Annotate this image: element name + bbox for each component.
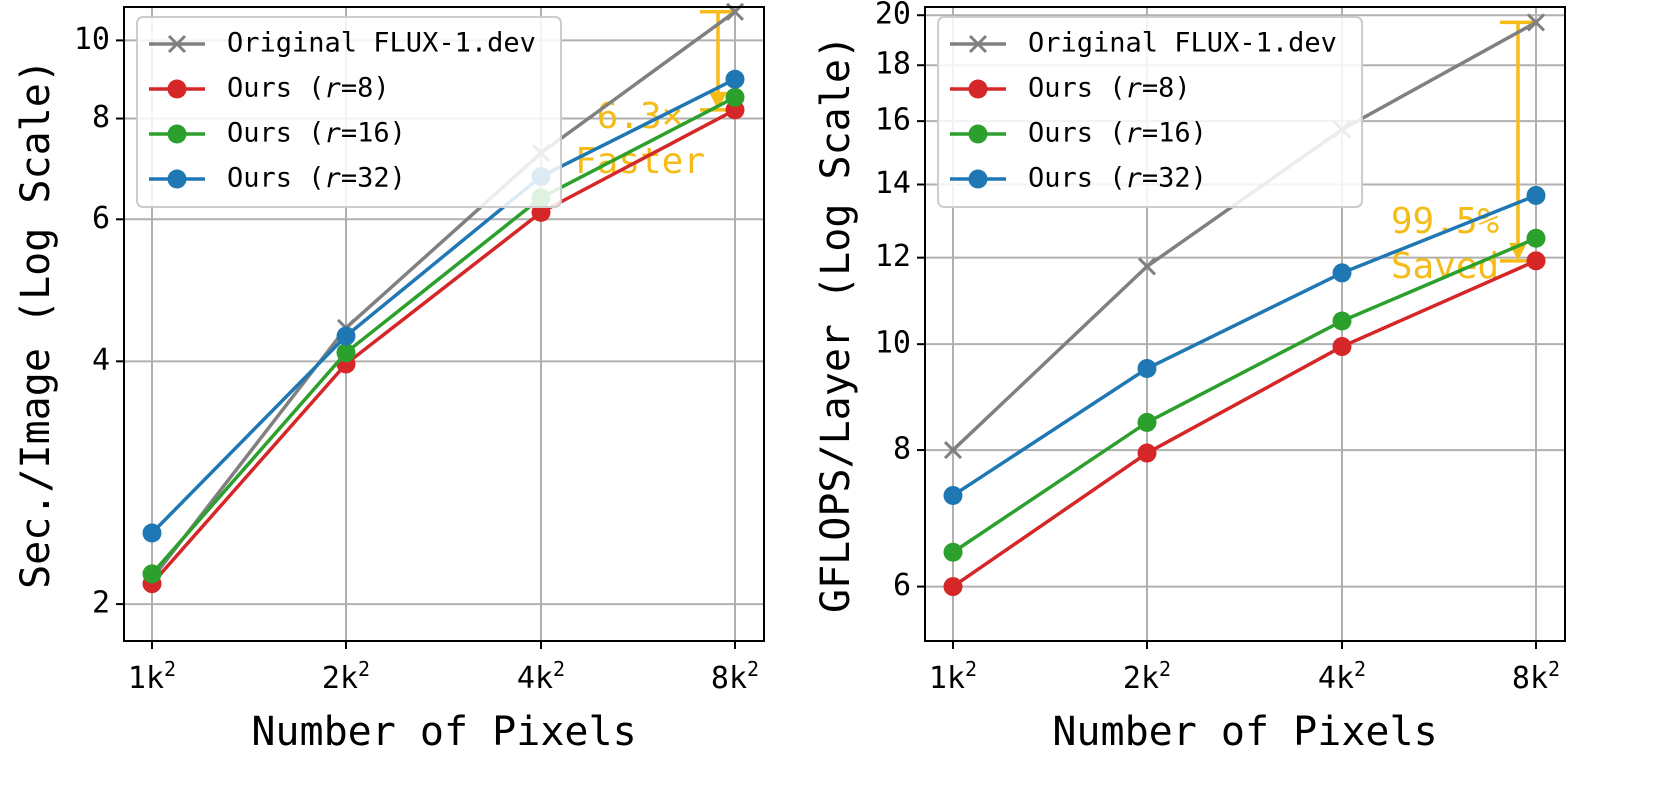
legend-frame [136, 16, 562, 208]
x-tick-label: 8k2 [711, 657, 759, 696]
x-tick-label: 2k2 [322, 657, 370, 696]
series-1 [943, 251, 1546, 597]
axes-frame [924, 6, 1566, 642]
y-tick-label: 12 [875, 239, 911, 274]
series-line [150, 77, 736, 535]
legend-label: Ours (r=16) [1028, 118, 1207, 149]
annotation: 6.3×Faster [575, 10, 736, 182]
legend-label: Original FLUX-1.dev [227, 28, 536, 59]
chart-seconds-per-image: 6.3×Faster 2 4 6 8 10 1k2 2k2 4k2 8k2 Number of Pi… [13, 2, 765, 755]
data-point [1137, 412, 1157, 432]
legend-swatch-marker [968, 124, 988, 144]
x-tick-label: 4k2 [1318, 657, 1366, 696]
legend: Original FLUX-1.dev Ours (r=8) Ours (r=16)… [937, 16, 1363, 208]
legend-swatch-marker [968, 169, 988, 189]
data-point [943, 542, 963, 562]
x-tick-label: 1k2 [929, 657, 977, 696]
data-point [336, 326, 356, 346]
data-point [1137, 443, 1157, 463]
x-axis-title: Number of Pixels [251, 709, 636, 755]
data-point [1526, 185, 1546, 205]
annotation-label: Saved [1391, 246, 1499, 287]
legend-label: Ours (r=32) [227, 163, 406, 194]
axes-frame [123, 6, 765, 642]
legend-frame [937, 16, 1363, 208]
y-tick-label: 4 [92, 343, 110, 378]
y-tick-label: 14 [875, 166, 911, 201]
y-tick-label: 10 [74, 22, 110, 57]
data-point [1526, 13, 1546, 32]
data-point [1332, 263, 1352, 283]
x-tick-label: 4k2 [517, 657, 565, 696]
legend-label: Ours (r=32) [1028, 163, 1207, 194]
annotation-arrow-head [709, 91, 727, 110]
y-tick-label: 6 [92, 201, 110, 236]
data-point [142, 523, 162, 543]
legend-label: Ours (r=8) [227, 73, 390, 104]
y-tick-label: 10 [875, 326, 911, 361]
legend-swatch-marker [167, 124, 187, 144]
data-point [725, 69, 745, 89]
series-line [150, 95, 736, 576]
series-2 [943, 228, 1546, 562]
data-point [725, 87, 745, 107]
series-line [150, 10, 737, 580]
series-line [952, 236, 1537, 554]
y-axis-title: GFLOPS/Layer (Log Scale) [813, 35, 859, 613]
x-tick-label: 1k2 [128, 657, 176, 696]
legend-swatch-marker [968, 79, 988, 99]
series-line [952, 193, 1537, 497]
data-point [1332, 311, 1352, 331]
legend-swatch-marker [167, 79, 187, 99]
y-tick-label: 8 [893, 432, 911, 467]
y-tick-label: 18 [875, 47, 911, 82]
data-point [943, 441, 963, 460]
data-point [1526, 251, 1546, 271]
x-tick-label: 2k2 [1123, 657, 1171, 696]
series-line [150, 108, 736, 585]
annotation-label: 99.5% [1391, 201, 1500, 242]
y-tick-label: 2 [92, 586, 110, 621]
y-tick-label: 16 [875, 103, 911, 138]
data-point [1526, 228, 1546, 248]
x-axis-title: Number of Pixels [1052, 709, 1437, 755]
data-point [943, 577, 963, 597]
y-axis-title: Sec./Image (Log Scale) [13, 59, 59, 589]
legend: Original FLUX-1.dev Ours (r=8) Ours (r=16)… [136, 16, 562, 208]
y-tick-label: 20 [875, 0, 911, 32]
legend-label: Ours (r=8) [1028, 73, 1191, 104]
legend-swatch-marker [968, 34, 988, 54]
data-point [943, 485, 963, 505]
series-3 [943, 185, 1546, 505]
x-tick-label: 8k2 [1512, 657, 1560, 696]
y-tick-label: 8 [92, 100, 110, 135]
legend-label: Original FLUX-1.dev [1028, 28, 1337, 59]
legend-swatch-marker [167, 34, 187, 54]
data-point [1332, 337, 1352, 357]
legend-label: Ours (r=16) [227, 118, 406, 149]
chart-gflops-per-layer: 99.5%Saved 6 8 10 12 14 16 18 20 1k2 2k2 4k2 8k2 Numb… [813, 0, 1566, 755]
y-tick-label: 6 [893, 568, 911, 603]
legend-swatch-marker [167, 169, 187, 189]
data-point [142, 564, 162, 584]
data-point [336, 343, 356, 363]
series-line [952, 259, 1537, 589]
annotation: 99.5%Saved [1391, 20, 1536, 287]
data-point [1137, 359, 1157, 379]
data-point [1137, 257, 1157, 276]
